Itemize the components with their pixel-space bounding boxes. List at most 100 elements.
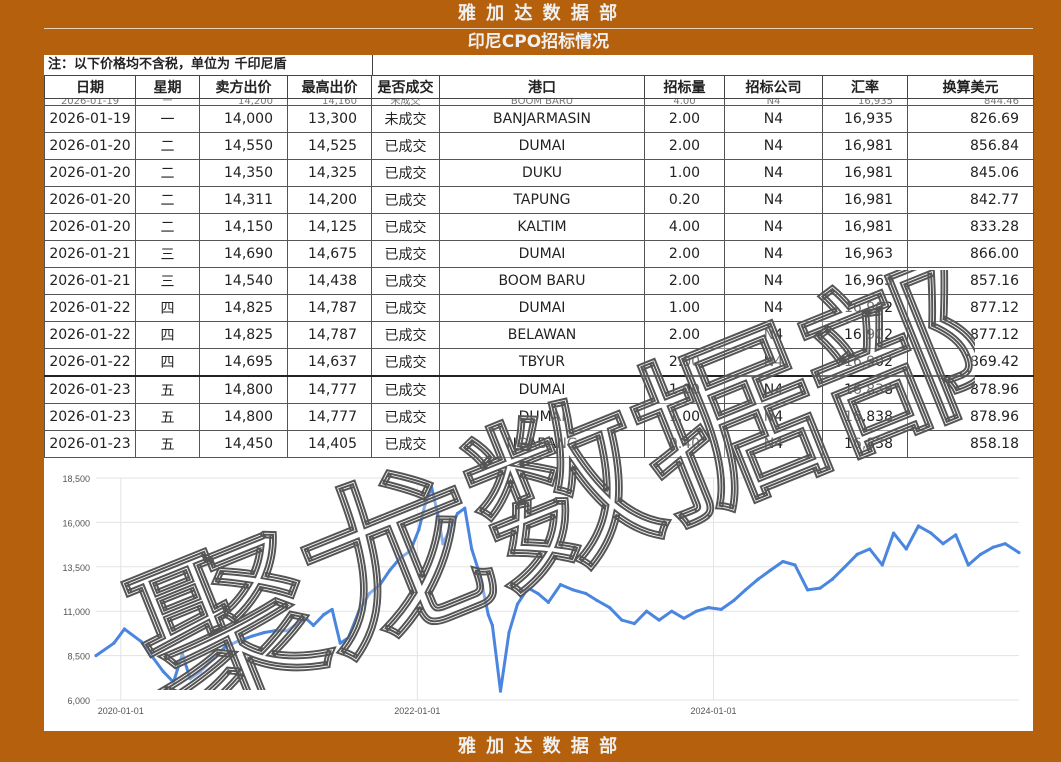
- cell-seller-price: 14,450: [199, 430, 288, 458]
- cell-tender-company: N4: [724, 403, 823, 431]
- cell-seller-price: 14,690: [199, 240, 288, 268]
- page-header-title: 雅 加 达 数 据 部: [44, 0, 1033, 29]
- cell-volume: 2.00: [644, 348, 725, 377]
- cell-highest-bid: 14,125: [287, 213, 372, 241]
- price-point: [112, 641, 116, 645]
- cell-weekday: 二: [135, 213, 200, 241]
- price-point: [398, 556, 402, 560]
- cell-usd-price: 878.96: [907, 375, 1034, 404]
- price-point: [293, 623, 297, 628]
- price-point: [632, 622, 636, 626]
- cell-highest-bid: 14,405: [287, 430, 372, 458]
- price-series-line: [95, 485, 1020, 693]
- price-point: [843, 565, 847, 569]
- cell-tender-company: N4: [724, 213, 823, 241]
- price-point: [1017, 550, 1021, 555]
- price-point: [423, 503, 427, 507]
- cell-highest-bid: 14,325: [287, 159, 372, 187]
- cell-port: DUMAI: [439, 294, 645, 322]
- cell-volume: 0.40: [644, 430, 725, 458]
- price-point: [388, 568, 392, 572]
- cell-highest-bid: 14,200: [287, 186, 372, 214]
- header-port: 港口: [439, 75, 645, 99]
- price-point: [526, 586, 530, 590]
- cell-usd-price: 878.96: [907, 403, 1034, 431]
- price-point: [732, 598, 736, 603]
- cell-volume: 4.00: [644, 98, 725, 106]
- cell-port: KALTIM: [439, 213, 645, 241]
- price-point: [171, 680, 176, 684]
- cell-deal-status: 已成交: [371, 159, 440, 187]
- table-row: 2026-01-20 二 14,150 14,125 已成交 KALTIM 4.00 N4 16…: [44, 213, 1034, 241]
- cell-fx-rate: 16,981: [822, 213, 908, 241]
- cell-date: 2026-01-21: [44, 240, 136, 268]
- cell-volume: 4.00: [644, 213, 725, 241]
- table-row: 2026-01-20 二 14,311 14,200 已成交 TAPUNG 0.20 N4 16…: [44, 186, 1034, 214]
- cell-usd-price: 857.16: [907, 267, 1034, 295]
- cell-fx-rate: 16,902: [822, 321, 908, 349]
- x-tick-label: 2022-01-01: [394, 706, 440, 716]
- cell-date: 2026-01-23: [44, 375, 136, 404]
- cell-fx-rate: 16,838: [822, 375, 908, 404]
- price-point: [584, 591, 588, 596]
- cell-date: 2026-01-22: [44, 294, 136, 322]
- price-point: [694, 609, 699, 613]
- cell-deal-status: 已成交: [371, 375, 440, 404]
- cell-weekday: 四: [135, 348, 200, 377]
- cell-weekday: 一: [135, 105, 200, 133]
- cell-fx-rate: 16,935: [822, 105, 908, 133]
- price-point: [682, 616, 686, 620]
- cell-highest-bid: 14,777: [287, 403, 372, 431]
- cell-date: 2026-01-23: [44, 403, 136, 431]
- cell-port: TBYUR: [439, 348, 645, 377]
- cell-port: BANJARMASIN: [439, 105, 645, 133]
- cell-fx-rate: 16,981: [822, 132, 908, 160]
- cell-port: DUMAI: [439, 240, 645, 268]
- price-point: [978, 552, 983, 556]
- header-weekday: 星期: [135, 75, 200, 99]
- table-row: 2026-01-22 四 14,695 14,637 已成交 TBYUR 2.00 N4 16,…: [44, 348, 1034, 377]
- cell-highest-bid: 14,787: [287, 321, 372, 349]
- cell-fx-rate: 16,981: [822, 186, 908, 214]
- cell-deal-status: 已成交: [371, 430, 440, 458]
- cell-usd-price: 877.12: [907, 294, 1034, 322]
- cell-seller-price: 14,540: [199, 267, 288, 295]
- cell-usd-price: 866.00: [907, 240, 1034, 268]
- price-point: [490, 623, 494, 628]
- cell-weekday: 二: [135, 132, 200, 160]
- price-point: [285, 629, 290, 633]
- cell-tender-company: N4: [724, 159, 823, 187]
- cell-volume: 1.00: [644, 294, 725, 322]
- price-point: [408, 549, 413, 553]
- cell-date: 2026-01-20: [44, 132, 136, 160]
- price-point: [644, 609, 649, 613]
- header-tender-company: 招标公司: [724, 75, 823, 99]
- price-point: [818, 586, 822, 590]
- spreadsheet-area: 注：以下价格均不含税，单位为 千印尼盾 日期 星期 卖方出价 最高出价 是否成交 港口 招标…: [44, 55, 1034, 731]
- price-point: [868, 547, 872, 551]
- header-fx-rate: 汇率: [822, 75, 908, 99]
- y-tick-label: 11,000: [63, 607, 90, 617]
- cell-volume: 2.00: [644, 132, 725, 160]
- cell-deal-status: 已成交: [371, 186, 440, 214]
- cell-seller-price: 14,825: [199, 321, 288, 349]
- cell-seller-price: 14,150: [199, 213, 288, 241]
- price-point: [463, 506, 467, 510]
- cell-seller-price: 14,550: [199, 132, 288, 160]
- cell-deal-status: 已成交: [371, 132, 440, 160]
- price-point: [211, 657, 215, 661]
- cell-highest-bid: 14,160: [287, 98, 372, 106]
- cell-date: 2026-01-19: [44, 98, 136, 106]
- cell-tender-company: N4: [724, 321, 823, 349]
- y-tick-label: 6,000: [67, 696, 90, 706]
- price-point: [486, 613, 490, 617]
- cell-fx-rate: 16,902: [822, 294, 908, 322]
- table-row: 2026-01-23 五 14,800 14,777 已成交 DUMAI 1.00 N4 16,…: [44, 403, 1034, 431]
- cell-tender-company: N4: [724, 294, 823, 322]
- cell-seller-price: 14,695: [199, 348, 288, 377]
- price-point: [198, 669, 202, 674]
- price-point: [571, 588, 575, 592]
- header-highest-bid: 最高出价: [287, 75, 372, 99]
- price-point: [188, 677, 192, 681]
- cell-seller-price: 14,200: [199, 98, 288, 106]
